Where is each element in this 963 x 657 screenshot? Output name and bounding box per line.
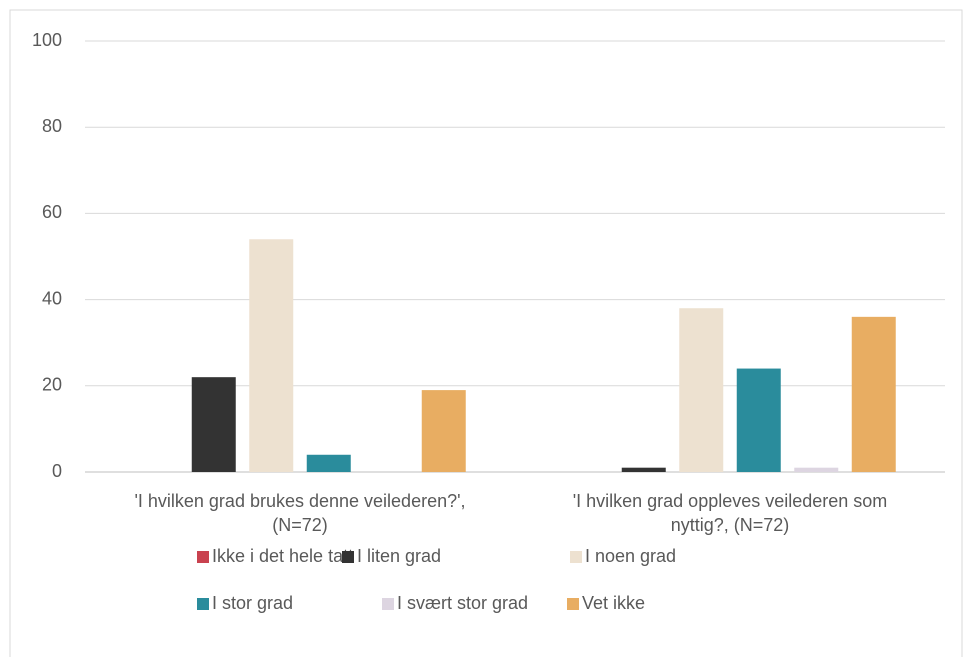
x-tick-label: 'I hvilken grad oppleves veilederen som … <box>572 491 888 535</box>
x-tick-label: 'I hvilken grad brukes denne veilederen?… <box>134 491 466 535</box>
bar <box>679 308 724 472</box>
legend-swatch <box>567 598 579 610</box>
y-tick-label: 60 <box>42 202 62 222</box>
bar <box>621 467 666 472</box>
y-tick-label: 0 <box>52 461 62 481</box>
bar <box>794 467 839 472</box>
bar <box>421 390 466 472</box>
legend-swatch <box>197 551 209 563</box>
y-tick-label: 80 <box>42 116 62 136</box>
bar <box>736 368 781 472</box>
legend-label: I noen grad <box>585 546 676 566</box>
y-tick-label: 20 <box>42 375 62 395</box>
legend-label: Vet ikke <box>582 593 645 613</box>
legend-swatch <box>382 598 394 610</box>
legend-label: I liten grad <box>357 546 441 566</box>
bar <box>306 454 351 472</box>
legend-swatch <box>570 551 582 563</box>
bar <box>851 316 896 472</box>
legend-label: Ikke i det hele tatt <box>212 546 353 566</box>
bar <box>249 239 294 472</box>
legend-label: I svært stor grad <box>397 593 528 613</box>
y-tick-label: 40 <box>42 288 62 308</box>
legend-swatch <box>197 598 209 610</box>
legend-swatch <box>342 551 354 563</box>
legend-label: I stor grad <box>212 593 293 613</box>
y-tick-label: 100 <box>32 30 62 50</box>
chart-frame <box>9 9 963 657</box>
bar <box>191 377 236 472</box>
